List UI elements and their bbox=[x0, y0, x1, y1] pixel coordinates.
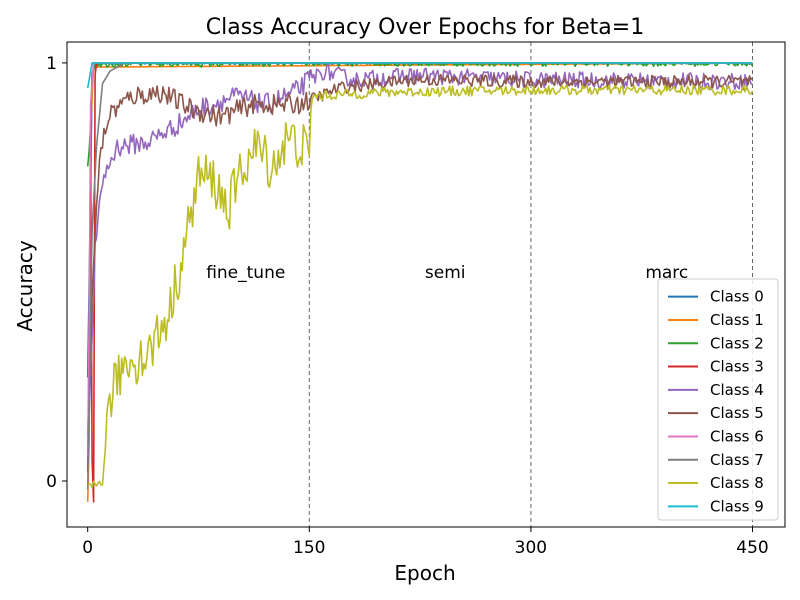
legend: Class 0 Class 1 Class 2 Class 3 Class 4 Class… bbox=[657, 278, 779, 521]
x-tick-label: 450 bbox=[736, 538, 768, 558]
legend-label: Class 8 bbox=[710, 474, 764, 492]
phase-label: marc bbox=[645, 263, 688, 283]
axes: 0 150 300 450 0 1 bbox=[46, 41, 786, 558]
y-axis-label: Accuracy bbox=[13, 240, 37, 331]
x-tick-label: 150 bbox=[293, 538, 325, 558]
legend-label: Class 9 bbox=[710, 497, 764, 515]
series-line-class-9 bbox=[86, 62, 753, 89]
x-tick-label: 300 bbox=[515, 538, 547, 558]
x-axis-label: Epoch bbox=[394, 561, 455, 585]
legend-label: Class 6 bbox=[710, 427, 764, 445]
phase-label: semi bbox=[425, 263, 466, 283]
legend-label: Class 2 bbox=[710, 334, 764, 352]
legend-label: Class 3 bbox=[710, 358, 764, 376]
legend-label: Class 4 bbox=[710, 381, 764, 399]
plot-frame bbox=[66, 41, 786, 528]
phase-label: fine_tune bbox=[206, 263, 285, 283]
y-tick-label: 0 bbox=[46, 472, 57, 492]
chart-title: Class Accuracy Over Epochs for Beta=1 bbox=[206, 15, 644, 40]
legend-label: Class 0 bbox=[710, 288, 764, 306]
legend-label: Class 5 bbox=[710, 404, 764, 422]
y-tick-label: 1 bbox=[46, 54, 57, 74]
legend-label: Class 1 bbox=[710, 311, 764, 329]
series-line-class-5 bbox=[86, 73, 753, 435]
legend-label: Class 7 bbox=[710, 451, 764, 469]
x-tick-label: 0 bbox=[82, 538, 93, 558]
series-line-class-8 bbox=[87, 84, 754, 489]
phase-boundaries bbox=[308, 42, 753, 527]
series-lines bbox=[86, 62, 754, 503]
phase-labels: fine_tune semi marc bbox=[206, 263, 688, 283]
